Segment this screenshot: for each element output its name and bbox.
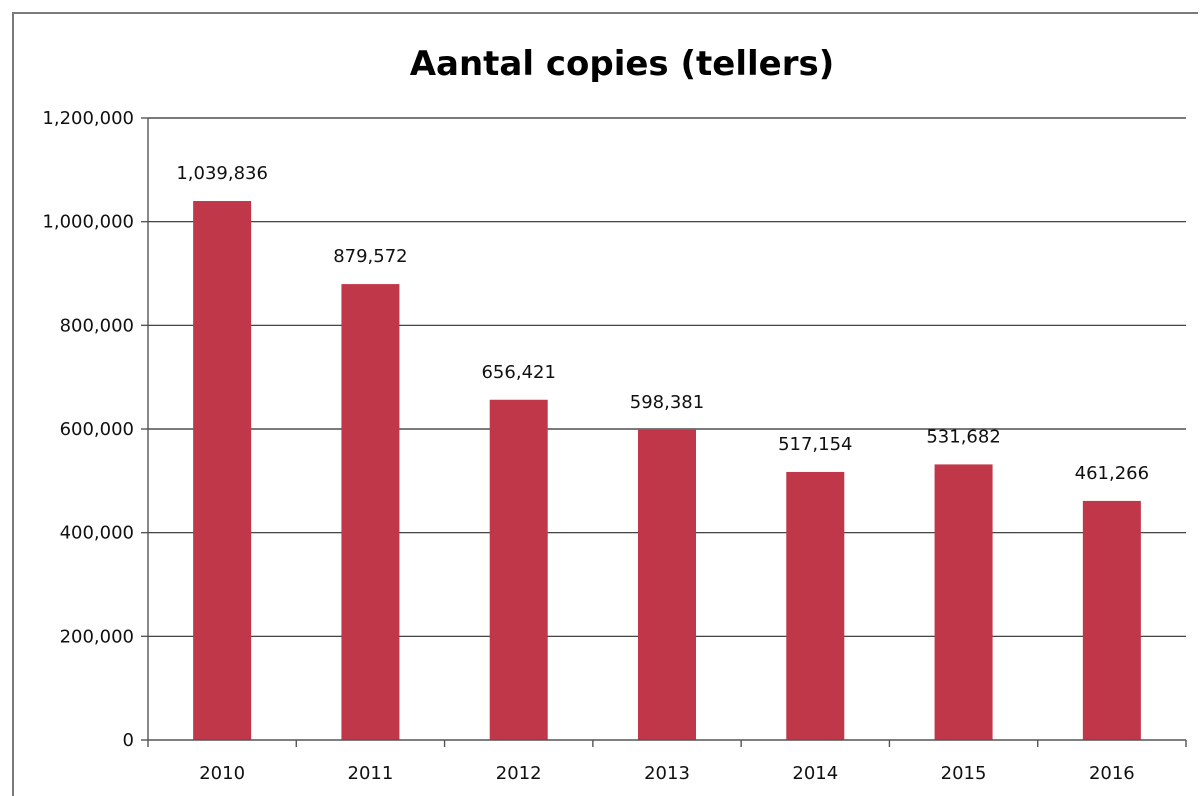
data-label: 598,381 xyxy=(630,392,704,413)
x-tick-label: 2015 xyxy=(941,763,987,784)
y-tick-label: 800,000 xyxy=(60,315,134,336)
data-label: 1,039,836 xyxy=(176,163,268,184)
y-tick-label: 1,000,000 xyxy=(42,212,134,233)
x-tick-label: 2012 xyxy=(496,763,542,784)
bar xyxy=(786,471,845,740)
data-labels: 1,039,836 879,572 656,421 598,381 517,154 531… xyxy=(176,163,1149,484)
data-label: 656,421 xyxy=(481,362,555,383)
y-tick-label: 400,000 xyxy=(60,523,134,544)
bars xyxy=(193,201,1141,741)
bar xyxy=(1082,500,1141,740)
y-tick-label: 0 xyxy=(123,730,134,751)
data-label: 531,682 xyxy=(926,426,1000,447)
y-tick-label: 1,200,000 xyxy=(42,108,134,129)
bar xyxy=(934,464,993,740)
chart-title: Aantal copies (tellers) xyxy=(410,44,835,84)
bar xyxy=(341,284,400,740)
x-tick-label: 2013 xyxy=(644,763,690,784)
data-label: 461,266 xyxy=(1075,463,1149,484)
x-tick-label: 2014 xyxy=(792,763,838,784)
data-label: 517,154 xyxy=(778,434,852,455)
bar xyxy=(638,429,696,740)
x-tick-label: 2011 xyxy=(348,763,394,784)
x-tick-label: 2016 xyxy=(1089,763,1135,784)
bar xyxy=(489,399,548,740)
data-label: 879,572 xyxy=(333,246,407,267)
x-tick-label: 2010 xyxy=(199,763,245,784)
y-tick-label: 600,000 xyxy=(60,419,134,440)
bar xyxy=(193,201,252,741)
axes: 0 200,000 400,000 600,000 800,000 1,000,000 1,… xyxy=(42,108,1187,784)
y-tick-label: 200,000 xyxy=(60,626,134,647)
